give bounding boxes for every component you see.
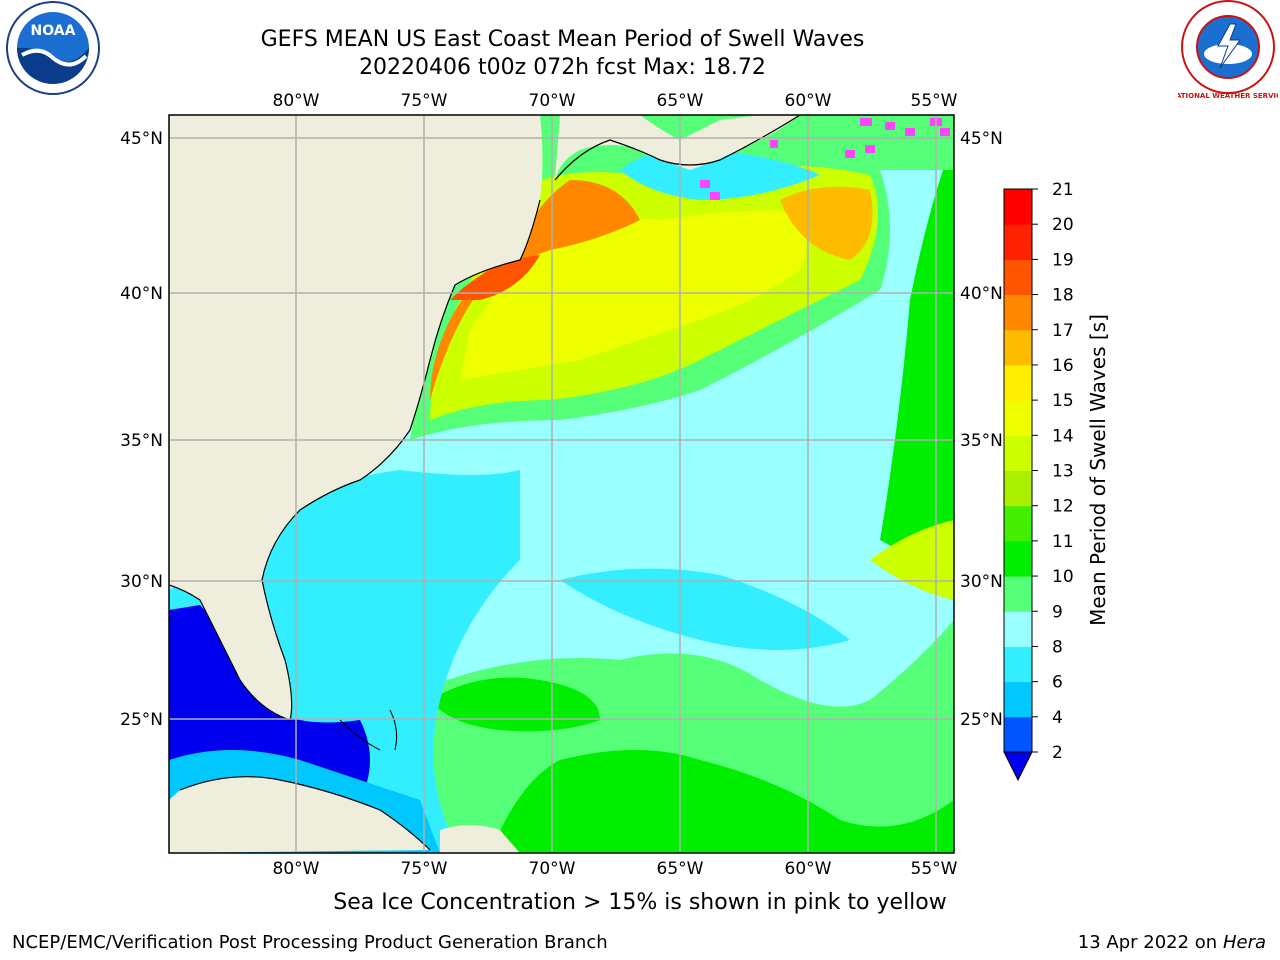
lon-label-bottom-65w: 65°W	[657, 859, 704, 879]
colorbar-tick-label: 10	[1052, 567, 1074, 587]
colorbar-tick-label: 18	[1052, 286, 1074, 306]
colorbar-segment	[1004, 611, 1032, 647]
colorbar-segment	[1004, 224, 1032, 260]
colorbar-segment	[1004, 716, 1032, 753]
colorbar-tick-label: 20	[1052, 215, 1074, 235]
lat-label-right-45n: 45°N	[960, 129, 1003, 149]
colorbar-tick-label: 21	[1052, 180, 1074, 200]
coastline-bahamas	[339, 709, 398, 751]
colorbar-tick-label: 12	[1052, 497, 1074, 517]
footer-right: 13 Apr 2022 on Hera	[1078, 932, 1266, 953]
colorbar-tick-label: 14	[1052, 426, 1074, 446]
map-frame	[168, 114, 955, 854]
colorbar-segment	[1004, 646, 1032, 683]
lon-label-top-70w: 70°W	[529, 91, 576, 111]
lon-label-bottom-60w: 60°W	[785, 859, 832, 879]
nws-logo-text: NATIONAL WEATHER SERVICE	[1178, 92, 1278, 100]
colorbar-segment	[1004, 400, 1032, 436]
colorbar-segment	[1004, 364, 1032, 401]
colorbar-tick-label: 11	[1052, 532, 1074, 552]
lon-label-bottom-55w: 55°W	[911, 859, 958, 879]
field-red-orange	[450, 255, 540, 300]
land-new-england	[555, 115, 800, 180]
colorbar-tick-label: 9	[1052, 602, 1063, 622]
colorbar-segment	[1004, 505, 1032, 542]
lon-label-top-65w: 65°W	[657, 91, 704, 111]
lon-label-top-75w: 75°W	[401, 91, 448, 111]
noaa-logo: NOAA	[6, 1, 100, 95]
colorbar-segment	[1004, 540, 1032, 577]
land-cuba	[169, 776, 430, 853]
field-north-yellow	[460, 210, 807, 380]
colorbar-segment	[1004, 259, 1032, 296]
noaa-logo-text: NOAA	[31, 23, 76, 39]
land-hispaniola	[440, 825, 520, 853]
sea-ice-note: Sea Ice Concentration > 15% is shown in …	[0, 890, 1280, 915]
footer-host: Hera	[1222, 932, 1266, 953]
colorbar-tick-label: 15	[1052, 391, 1074, 411]
nws-logo: NATIONAL WEATHER SERVICE	[1178, 0, 1278, 100]
coastline-us	[169, 199, 541, 721]
coastline-cuba	[179, 776, 431, 851]
lon-label-bottom-70w: 70°W	[529, 859, 576, 879]
lon-label-top-80w: 80°W	[273, 91, 320, 111]
lat-label-left-25n: 25°N	[120, 710, 163, 730]
lon-label-top-60w: 60°W	[785, 91, 832, 111]
colorbar-tick-label: 17	[1052, 321, 1074, 341]
lat-label-left-35n: 35°N	[120, 431, 163, 451]
colorbar-tick-label: 13	[1052, 462, 1074, 482]
lat-label-right-40n: 40°N	[960, 284, 1003, 304]
colorbar-segment	[1004, 681, 1032, 718]
lon-label-bottom-75w: 75°W	[401, 859, 448, 879]
lon-label-bottom-80w: 80°W	[273, 859, 320, 879]
lat-label-right-35n: 35°N	[960, 431, 1003, 451]
lat-label-right-25n: 25°N	[960, 710, 1003, 730]
coastline-new-england	[554, 115, 801, 181]
footer-left: NCEP/EMC/Verification Post Processing Pr…	[12, 932, 608, 953]
field-south-bright-green	[490, 750, 954, 853]
colorbar-segment	[1004, 435, 1032, 471]
colorbar-segment	[1004, 470, 1032, 507]
colorbar-tick-label: 4	[1052, 708, 1063, 728]
colorbar-segment	[1004, 576, 1032, 612]
chart-title: GEFS MEAN US East Coast Mean Period of S…	[260, 27, 865, 52]
colorbar-segment	[1004, 189, 1032, 225]
colorbar-extend-arrow	[1003, 751, 1033, 782]
lat-label-left-45n: 45°N	[120, 129, 163, 149]
colorbar: 2 4 6 8 9 10 11 12 13 14 15 16 17 18 19 20 21	[1003, 180, 1074, 782]
field-south-green-patch	[430, 677, 600, 732]
land-us-east	[169, 115, 543, 720]
sea-ice-note-text: Sea Ice Concentration > 15% is shown in …	[333, 890, 947, 915]
colorbar-tick-label: 19	[1052, 250, 1074, 270]
chart-subtitle: 20220406 t00z 072h fcst Max: 18.72	[359, 55, 766, 80]
footer-date: 13 Apr 2022 on	[1077, 932, 1223, 953]
field-orange-east	[780, 186, 873, 260]
colorbar-tick-label: 16	[1052, 356, 1074, 376]
lon-label-top-55w: 55°W	[911, 91, 958, 111]
lat-label-left-30n: 30°N	[120, 572, 163, 592]
colorbar-tick-label: 8	[1052, 637, 1063, 657]
graticule	[169, 115, 954, 853]
map-field	[169, 115, 954, 853]
field-orange-core	[430, 180, 640, 400]
lat-label-left-40n: 40°N	[120, 284, 163, 304]
colorbar-segment	[1004, 329, 1032, 366]
colorbar-segment	[1004, 294, 1032, 331]
lat-label-right-30n: 30°N	[960, 572, 1003, 592]
colorbar-tick-label: 2	[1052, 743, 1063, 763]
colorbar-tick-label: 6	[1052, 673, 1063, 693]
field-east-yellow	[870, 520, 954, 600]
field-mid-cyan	[560, 568, 850, 650]
colorbar-label: Mean Period of Swell Waves [s]	[1086, 314, 1110, 626]
